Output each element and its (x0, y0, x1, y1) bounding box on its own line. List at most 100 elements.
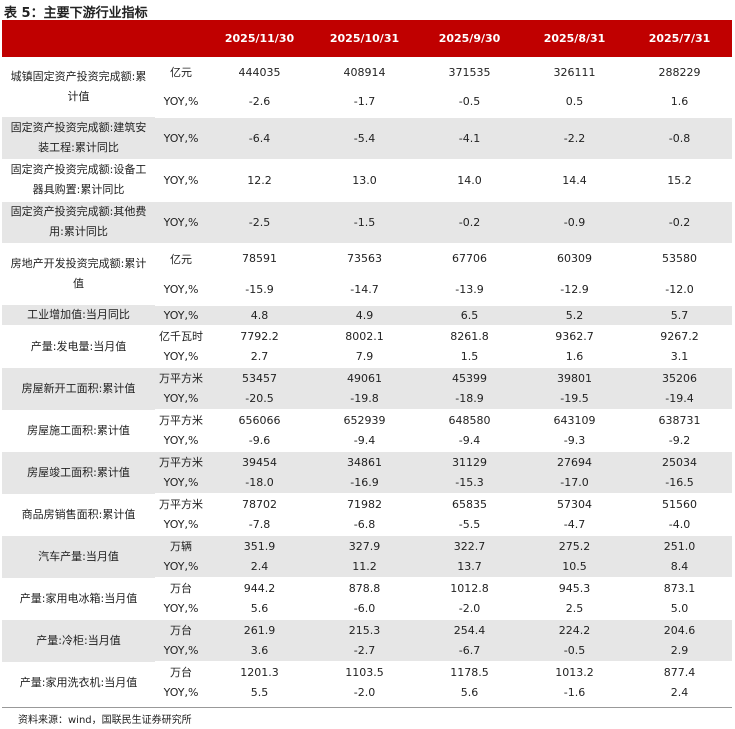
table-row: 产量:发电量:当月值 亿千瓦时 7792.2 8002.1 8261.8 9362.7 92… (2, 326, 732, 353)
value-cell: 1.6 (522, 346, 627, 368)
value-cell: 39801 (522, 367, 627, 389)
value-cell: 6.5 (417, 305, 522, 326)
value-cell: 224.2 (522, 619, 627, 641)
value-cell: 7792.2 (240, 329, 279, 343)
table-row: 固定资产投资完成额:其他费用:累计同比 YOY,% -2.5 -1.5 -0.2 -0.9… (2, 201, 732, 244)
value-cell: 643109 (553, 413, 596, 427)
value-cell: -6.8 (312, 514, 417, 536)
value-cell: 652939 (343, 413, 386, 427)
value-cell: -15.3 (417, 472, 522, 494)
value-cell: 65835 (452, 497, 487, 511)
unit-cell: 亿千瓦时 (159, 330, 203, 344)
value-cell: 444035 (238, 65, 281, 79)
value-cell: 8.4 (627, 556, 732, 578)
value-cell: -0.5 (417, 87, 522, 118)
value-cell: 45399 (417, 367, 522, 389)
value-cell: 215.3 (312, 619, 417, 641)
indicator-name: 固定资产投资完成额:设备工器具购置:累计同比 (2, 159, 155, 202)
value-cell: 7.9 (312, 346, 417, 368)
unit-cell: YOY,% (155, 305, 207, 326)
header-cell (155, 20, 207, 57)
table-row: 固定资产投资完成额:建筑安装工程:累计同比 YOY,% -6.4 -5.4 -4.1 -2… (2, 117, 732, 160)
value-cell: 71982 (347, 497, 382, 511)
value-cell: -19.5 (522, 388, 627, 410)
value-cell: 0.5 (522, 87, 627, 118)
data-table: 2025/11/30 2025/10/31 2025/9/30 2025/8/31 20… (2, 20, 732, 704)
header-cell: 2025/9/30 (417, 20, 522, 57)
table-row: YOY,% 5.6 -6.0 -2.0 2.5 5.0 (2, 598, 732, 620)
value-cell: -6.4 (207, 117, 312, 160)
value-cell: 326111 (553, 65, 596, 79)
table-row: 产量:家用电冰箱:当月值 万台 944.2 878.8 1012.8 945.3 873.1 (2, 578, 732, 605)
unit-cell: YOY,% (155, 274, 207, 306)
value-cell: 60309 (557, 252, 592, 266)
value-cell: -2.5 (207, 201, 312, 244)
table-row: YOY,% -20.5 -19.8 -18.9 -19.5 -19.4 (2, 388, 732, 410)
value-cell: 8002.1 (345, 329, 384, 343)
value-cell: -0.9 (522, 201, 627, 244)
unit-cell: 万平方米 (155, 367, 207, 389)
value-cell: 9267.2 (660, 329, 699, 343)
value-cell: 371535 (448, 65, 491, 79)
value-cell: 327.9 (312, 535, 417, 557)
table-row: 汽车产量:当月值 万辆 351.9 327.9 322.7 275.2 251.0 (2, 535, 732, 578)
value-cell: -0.5 (522, 640, 627, 662)
header-row: 2025/11/30 2025/10/31 2025/9/30 2025/8/31 20… (2, 20, 732, 57)
value-cell: 53580 (662, 252, 697, 266)
indicator-name: 房屋竣工面积:累计值 (2, 451, 155, 494)
table-row: YOY,% -2.6 -1.7 -0.5 0.5 1.6 (2, 87, 732, 118)
indicator-name: 固定资产投资完成额:其他费用:累计同比 (2, 201, 155, 244)
value-cell: 13.0 (312, 159, 417, 202)
value-cell: 27694 (522, 451, 627, 473)
unit-cell: 万平方米 (159, 498, 203, 512)
value-cell: -2.0 (312, 682, 417, 704)
table-row: YOY,% 3.6 -2.7 -6.7 -0.5 2.9 (2, 640, 732, 662)
unit-cell: 万辆 (155, 535, 207, 557)
header-cell (2, 20, 155, 57)
value-cell: -9.4 (312, 430, 417, 452)
value-cell: 4.9 (312, 305, 417, 326)
value-cell: -4.1 (417, 117, 522, 160)
value-cell: -6.7 (417, 640, 522, 662)
header-cell: 2025/8/31 (522, 20, 627, 57)
unit-cell: 万台 (170, 582, 192, 596)
table-row: 商品房销售面积:累计值 万平方米 78702 71982 65835 57304 51560 (2, 494, 732, 521)
value-cell: 3.1 (627, 346, 732, 368)
unit-cell: YOY,% (155, 556, 207, 578)
value-cell: 3.6 (207, 640, 312, 662)
table-row: 房屋新开工面积:累计值 万平方米 53457 49061 45399 39801 35206 (2, 367, 732, 410)
table-row: 城镇固定资产投资完成额:累计值 亿元 444035 408914 371535 32611… (2, 57, 732, 104)
value-cell: 14.4 (522, 159, 627, 202)
value-cell: 638731 (658, 413, 701, 427)
value-cell: 275.2 (522, 535, 627, 557)
value-cell: -15.9 (207, 274, 312, 306)
value-cell: 51560 (662, 497, 697, 511)
value-cell: 648580 (448, 413, 491, 427)
value-cell: 408914 (343, 65, 386, 79)
value-cell: -19.4 (627, 388, 732, 410)
table-row: YOY,% 2.7 7.9 1.5 1.6 3.1 (2, 346, 732, 368)
value-cell: 5.0 (627, 598, 732, 620)
value-cell: 944.2 (243, 581, 276, 595)
value-cell: 261.9 (207, 619, 312, 641)
value-cell: -1.6 (522, 682, 627, 704)
unit-cell: 万平方米 (159, 414, 203, 428)
indicator-name: 产量:家用洗衣机:当月值 (19, 675, 138, 689)
table-row: 产量:家用洗衣机:当月值 万台 1201.3 1103.5 1178.5 1013.2 87… (2, 662, 732, 689)
value-cell: -9.4 (417, 430, 522, 452)
table-row: 房屋施工面积:累计值 万平方米 656066 652939 648580 643109 63… (2, 410, 732, 437)
header-cell: 2025/10/31 (312, 20, 417, 57)
indicator-name: 房地产开发投资完成额:累计值 (10, 257, 147, 291)
source-note: 资料来源：wind，国联民生证券研究所 (18, 715, 192, 726)
value-cell: 5.6 (207, 598, 312, 620)
value-cell: 35206 (627, 367, 732, 389)
value-cell: 1178.5 (450, 665, 489, 679)
indicator-name: 工业增加值:当月同比 (2, 305, 155, 326)
value-cell: 78702 (242, 497, 277, 511)
table-row: 房屋竣工面积:累计值 万平方米 39454 34861 31129 27694 25034 (2, 451, 732, 494)
value-cell: 13.7 (417, 556, 522, 578)
table-row: 工业增加值:当月同比 YOY,% 4.8 4.9 6.5 5.2 5.7 (2, 305, 732, 326)
value-cell: 11.2 (312, 556, 417, 578)
value-cell: 31129 (417, 451, 522, 473)
